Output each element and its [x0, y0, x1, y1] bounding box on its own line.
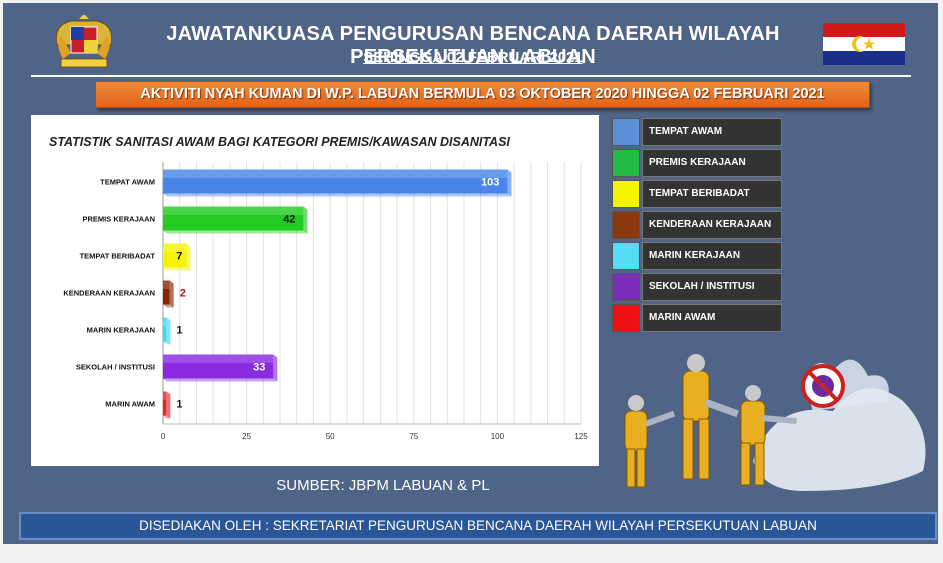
data-label: 103 [481, 177, 499, 189]
disinfection-workers-illustration [624, 354, 926, 491]
legend-entry: MARIN AWAM [612, 302, 782, 333]
legend-label: TEMPAT AWAM [642, 117, 782, 146]
x-tick-label: 100 [491, 432, 505, 441]
bar-highlight [163, 317, 167, 326]
data-label: 33 [253, 362, 265, 374]
legend-entry: TEMPAT AWAM [612, 116, 782, 147]
legend-label: TEMPAT BERIBADAT [642, 179, 782, 208]
bar-bottom [163, 193, 512, 197]
poster: JAWATANKUASA PENGURUSAN BENCANA DAERAH W… [3, 3, 938, 544]
legend-swatch [612, 241, 640, 270]
legend-label: MARIN KERAJAAN [642, 241, 782, 270]
chart-legend: TEMPAT AWAM PREMIS KERAJAAN TEMPAT BERIBAD… [612, 116, 782, 333]
footer-bar: DISEDIAKAN OLEH : SEKRETARIAT PENGURUSAN… [19, 512, 937, 540]
bar-bottom [163, 230, 308, 234]
legend-swatch [612, 117, 640, 146]
bar-side [166, 391, 171, 419]
category-label: TEMPAT AWAM [100, 178, 155, 187]
bar-side [166, 317, 171, 345]
category-label: MARIN AWAM [105, 400, 155, 409]
legend-swatch [612, 179, 640, 208]
legend-label: PREMIS KERAJAAN [642, 148, 782, 177]
legend-swatch [612, 210, 640, 239]
chart-panel: STATISTIK SANITASI AWAM BAGI KATEGORI PR… [31, 115, 599, 466]
bar-side [169, 280, 174, 308]
bar-highlight [163, 243, 187, 252]
legend-label: MARIN AWAM [642, 303, 782, 332]
bar [163, 391, 167, 416]
x-tick-label: 75 [409, 432, 418, 441]
labuan-flag-icon [823, 23, 905, 65]
category-label: TEMPAT BERIBADAT [80, 252, 156, 261]
bar [163, 243, 187, 268]
legend-swatch [612, 148, 640, 177]
data-label: 1 [176, 399, 182, 411]
bar-bottom [163, 267, 191, 271]
legend-label: SEKOLAH / INSTITUSI [642, 272, 782, 301]
legend-entry: KENDERAAN KERAJAAN [612, 209, 782, 240]
bar-chart: 0 25 50 75 100 125 TEMPAT AWAM 103 PREMIS KERAJA… [63, 162, 588, 441]
legend-swatch [612, 303, 640, 332]
legend-entry: PREMIS KERAJAAN [612, 147, 782, 178]
x-tick-label: 50 [326, 432, 335, 441]
source-note: SUMBER: JBPM LABUAN & PL [276, 477, 490, 494]
bar-highlight [163, 391, 167, 400]
activity-banner: AKTIVITI NYAH KUMAN DI W.P. LABUAN BERMU… [95, 81, 870, 108]
bar-highlight [163, 206, 304, 215]
bar-side [303, 206, 308, 234]
malaysia-coat-of-arms-icon [55, 15, 113, 68]
bar-bottom [163, 304, 174, 308]
bar [163, 354, 274, 379]
bar-side [273, 354, 278, 382]
x-tick-label: 0 [161, 432, 166, 441]
data-label: 1 [176, 325, 182, 337]
legend-entry: SEKOLAH / INSTITUSI [612, 271, 782, 302]
bar [163, 317, 167, 342]
bar-side [507, 169, 512, 197]
category-label: MARIN KERAJAAN [87, 326, 155, 335]
bar [163, 206, 304, 231]
header-divider [31, 75, 911, 77]
page-subtitle: SEHINGGA 02 FEBRUARI 2021 [363, 49, 583, 66]
legend-entry: TEMPAT BERIBADAT [612, 178, 782, 209]
bar-bottom [163, 415, 171, 419]
page-title: JAWATANKUASA PENGURUSAN BENCANA DAERAH W… [166, 23, 780, 68]
bar [163, 280, 170, 305]
category-label: PREMIS KERAJAAN [82, 215, 155, 224]
legend-label: KENDERAAN KERAJAAN [642, 210, 782, 239]
chart-title: STATISTIK SANITASI AWAM BAGI KATEGORI PR… [49, 135, 510, 149]
bar-highlight [163, 354, 274, 363]
data-label: 7 [176, 251, 182, 263]
bar-bottom [163, 378, 278, 382]
legend-swatch [612, 272, 640, 301]
bar-highlight [163, 280, 170, 289]
bar [163, 169, 508, 194]
x-tick-label: 25 [242, 432, 251, 441]
legend-entry: MARIN KERAJAAN [612, 240, 782, 271]
category-label: KENDERAAN KERAJAAN [63, 289, 155, 298]
category-label: SEKOLAH / INSTITUSI [76, 363, 155, 372]
data-label: 42 [283, 214, 295, 226]
data-label: 2 [180, 288, 186, 300]
bar-highlight [163, 169, 508, 178]
bar-bottom [163, 341, 171, 345]
bar-side [186, 243, 191, 271]
x-tick-label: 125 [574, 432, 588, 441]
